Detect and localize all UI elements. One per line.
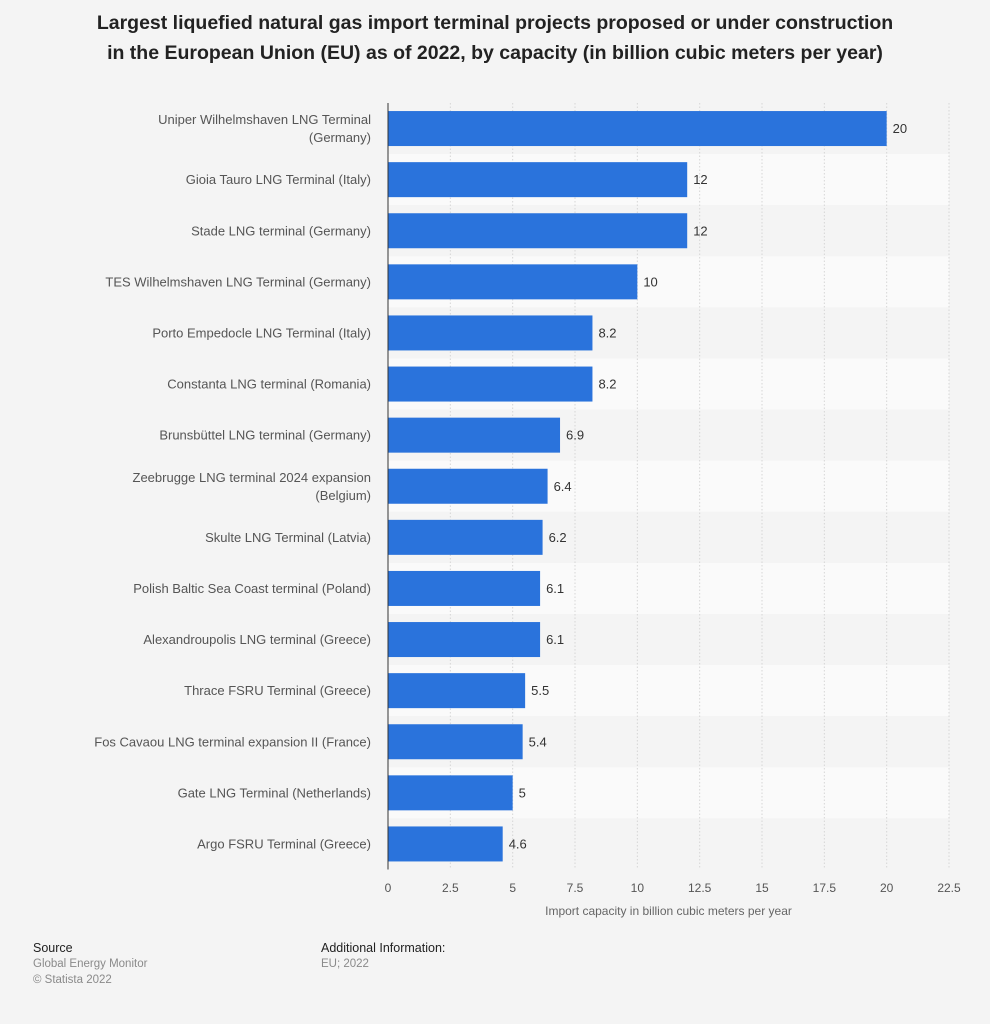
data-label: 5 xyxy=(519,785,526,800)
x-axis-title: Import capacity in billion cubic meters … xyxy=(545,904,792,918)
x-tick-label: 22.5 xyxy=(937,881,961,895)
bar[interactable] xyxy=(388,264,638,300)
x-tick-label: 2.5 xyxy=(442,881,459,895)
x-tick-label: 0 xyxy=(385,881,392,895)
bar[interactable] xyxy=(388,162,688,198)
data-label: 6.1 xyxy=(546,632,564,647)
x-tick-label: 17.5 xyxy=(813,881,837,895)
additional-info-block: Additional Information: EU; 2022 xyxy=(321,940,445,972)
data-label: 6.1 xyxy=(546,581,564,596)
bar[interactable] xyxy=(388,366,593,402)
bar[interactable] xyxy=(388,724,523,760)
category-label: Uniper Wilhelmshaven LNG Terminal xyxy=(158,112,371,127)
source-name[interactable]: Global Energy Monitor xyxy=(33,958,148,970)
additional-info-heading: Additional Information: xyxy=(321,941,446,955)
chart-title-line-2: in the European Union (EU) as of 2022, b… xyxy=(107,42,883,64)
bar[interactable] xyxy=(388,213,688,249)
x-tick-label: 12.5 xyxy=(688,881,712,895)
category-label: (Belgium) xyxy=(315,488,371,503)
source-block: Source Global Energy Monitor © Statista … xyxy=(33,940,147,988)
bar[interactable] xyxy=(388,417,561,453)
category-label: Alexandroupolis LNG terminal (Greece) xyxy=(143,632,371,647)
category-label: Gate LNG Terminal (Netherlands) xyxy=(178,785,371,800)
chart-title: Largest liquefied natural gas import ter… xyxy=(40,8,950,68)
bar[interactable] xyxy=(388,826,503,862)
data-label: 10 xyxy=(643,274,657,289)
category-label: Brunsbüttel LNG terminal (Germany) xyxy=(159,428,371,443)
x-tick-label: 5 xyxy=(509,881,516,895)
data-label: 6.9 xyxy=(566,428,584,443)
data-label: 6.4 xyxy=(554,479,572,494)
data-label: 8.2 xyxy=(598,325,616,340)
category-label: Stade LNG terminal (Germany) xyxy=(191,223,371,238)
bar[interactable] xyxy=(388,775,513,811)
bar[interactable] xyxy=(388,468,548,504)
category-label: Constanta LNG terminal (Romania) xyxy=(167,377,371,392)
category-label: (Germany) xyxy=(309,130,371,145)
data-label: 8.2 xyxy=(598,377,616,392)
category-label: Polish Baltic Sea Coast terminal (Poland… xyxy=(133,581,371,596)
data-label: 12 xyxy=(693,223,707,238)
bar[interactable] xyxy=(388,570,541,606)
x-tick-label: 20 xyxy=(880,881,894,895)
data-label: 6.2 xyxy=(549,530,567,545)
data-label: 4.6 xyxy=(509,836,527,851)
x-tick-label: 7.5 xyxy=(567,881,584,895)
source-heading: Source xyxy=(33,941,73,955)
bar[interactable] xyxy=(388,673,526,709)
x-tick-label: 15 xyxy=(755,881,769,895)
additional-info-text: EU; 2022 xyxy=(321,958,369,970)
category-label: Thrace FSRU Terminal (Greece) xyxy=(184,683,371,698)
category-label: Skulte LNG Terminal (Latvia) xyxy=(205,530,371,545)
bar-chart: 20 Uniper Wilhelmshaven LNG Terminal (Germ… xyxy=(94,103,961,918)
bar[interactable] xyxy=(388,111,887,147)
x-tick-label: 10 xyxy=(631,881,645,895)
category-label: Argo FSRU Terminal (Greece) xyxy=(197,836,371,851)
category-label: TES Wilhelmshaven LNG Terminal (Germany) xyxy=(105,274,371,289)
category-label: Gioia Tauro LNG Terminal (Italy) xyxy=(186,172,371,187)
bar[interactable] xyxy=(388,315,593,351)
category-label: Fos Cavaou LNG terminal expansion II (Fr… xyxy=(94,734,371,749)
chart-title-line-1: Largest liquefied natural gas import ter… xyxy=(96,12,894,34)
data-label: 5.4 xyxy=(529,734,547,749)
bar[interactable] xyxy=(388,622,541,658)
data-label: 5.5 xyxy=(531,683,549,698)
copyright-text: © Statista 2022 xyxy=(33,974,112,986)
data-label: 12 xyxy=(693,172,707,187)
data-label: 20 xyxy=(893,121,907,136)
category-label: Porto Empedocle LNG Terminal (Italy) xyxy=(152,325,371,340)
category-label: Zeebrugge LNG terminal 2024 expansion xyxy=(133,470,371,485)
bar[interactable] xyxy=(388,519,543,555)
